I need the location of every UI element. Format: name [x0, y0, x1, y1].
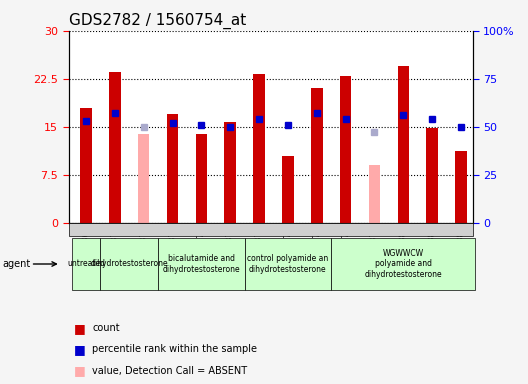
Bar — [138, 134, 149, 223]
Bar — [80, 108, 92, 223]
Bar — [398, 66, 409, 223]
Text: ■: ■ — [74, 364, 86, 377]
Bar — [195, 134, 207, 223]
Text: ■: ■ — [74, 322, 86, 335]
Bar — [369, 165, 380, 223]
Text: agent: agent — [3, 259, 31, 269]
Bar — [109, 72, 120, 223]
Text: percentile rank within the sample: percentile rank within the sample — [92, 344, 258, 354]
Bar — [427, 128, 438, 223]
Text: value, Detection Call = ABSENT: value, Detection Call = ABSENT — [92, 366, 248, 376]
Bar — [253, 74, 265, 223]
Text: untreated: untreated — [67, 260, 105, 268]
Text: bicalutamide and
dihydrotestosterone: bicalutamide and dihydrotestosterone — [163, 254, 240, 274]
Bar — [311, 88, 323, 223]
Text: GDS2782 / 1560754_at: GDS2782 / 1560754_at — [69, 13, 246, 29]
Text: control polyamide an
dihydrotestosterone: control polyamide an dihydrotestosterone — [247, 254, 328, 274]
Bar — [167, 114, 178, 223]
Bar — [340, 76, 352, 223]
Text: count: count — [92, 323, 120, 333]
Bar — [224, 122, 236, 223]
Bar — [455, 151, 467, 223]
Text: ■: ■ — [74, 343, 86, 356]
Bar — [282, 156, 294, 223]
Text: dihydrotestosterone: dihydrotestosterone — [90, 260, 168, 268]
Text: WGWWCW
polyamide and
dihydrotestosterone: WGWWCW polyamide and dihydrotestosterone — [364, 249, 442, 279]
